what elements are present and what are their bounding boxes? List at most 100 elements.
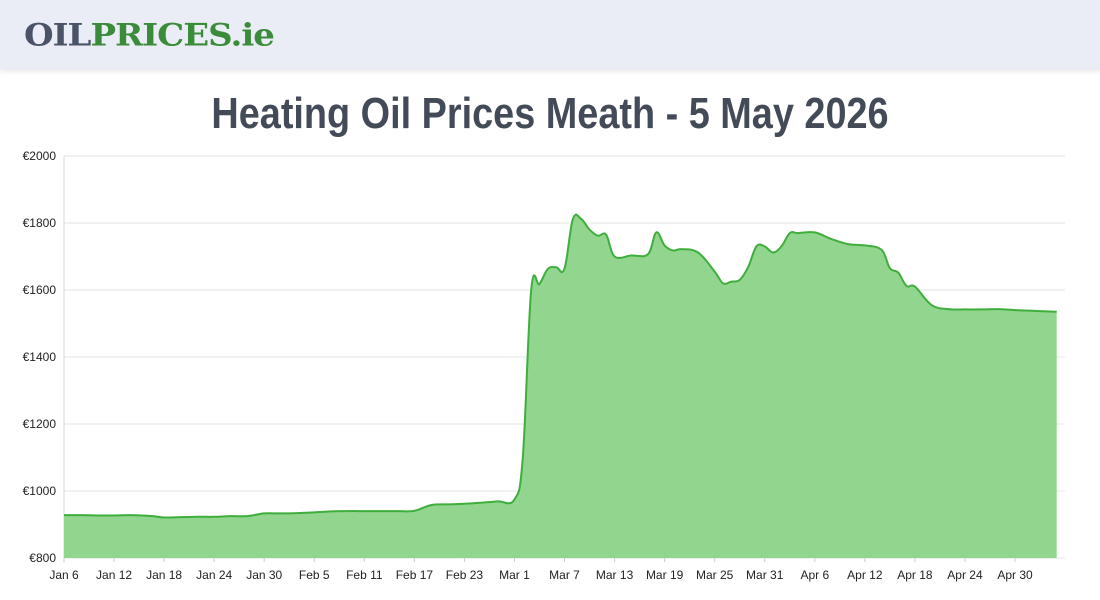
data-point[interactable] (378, 508, 384, 514)
data-point[interactable] (562, 266, 568, 272)
data-point[interactable] (862, 242, 868, 248)
data-point[interactable] (778, 243, 784, 249)
x-tick-label: Feb 17 (396, 568, 434, 582)
data-point[interactable] (144, 513, 150, 519)
data-point[interactable] (979, 306, 985, 312)
x-tick-label: Mar 25 (696, 568, 734, 582)
price-series-line (63, 213, 1057, 519)
data-point[interactable] (211, 514, 217, 520)
logo-part-oil: OIL (24, 16, 91, 54)
x-tick-label: Mar 13 (596, 568, 634, 582)
data-point[interactable] (962, 306, 968, 312)
x-tick-label: Feb 23 (446, 568, 484, 582)
x-tick-label: Mar 19 (646, 568, 684, 582)
data-point[interactable] (845, 241, 851, 247)
data-point[interactable] (712, 269, 718, 275)
y-tick-label: €1600 (23, 283, 57, 297)
y-tick-label: €1200 (23, 417, 57, 431)
data-point[interactable] (445, 501, 451, 507)
data-point[interactable] (662, 242, 668, 248)
x-tick-label: Apr 12 (847, 568, 883, 582)
x-tick-label: Jan 24 (196, 568, 232, 582)
data-point[interactable] (311, 509, 317, 515)
data-point[interactable] (261, 510, 267, 516)
data-point[interactable] (228, 513, 234, 519)
data-point[interactable] (345, 508, 351, 514)
data-point[interactable] (587, 227, 593, 233)
data-point[interactable] (770, 250, 776, 256)
data-point[interactable] (912, 284, 918, 290)
data-point[interactable] (612, 254, 618, 260)
y-tick-label: €2000 (23, 149, 57, 163)
data-point[interactable] (178, 514, 184, 520)
data-point[interactable] (879, 247, 885, 253)
data-point[interactable] (128, 512, 134, 518)
x-tick-label: Jan 6 (49, 568, 79, 582)
data-point[interactable] (995, 306, 1001, 312)
site-header: OILPRICES.ie (0, 0, 1100, 70)
data-point[interactable] (245, 513, 251, 519)
data-point[interactable] (161, 515, 167, 521)
data-point[interactable] (812, 229, 818, 235)
data-point[interactable] (829, 236, 835, 242)
data-point[interactable] (328, 508, 334, 514)
logo-part-ie: .ie (230, 16, 274, 54)
data-point[interactable] (395, 508, 401, 514)
data-point[interactable] (478, 500, 484, 506)
data-point[interactable] (753, 243, 759, 249)
site-logo[interactable]: OILPRICES.ie (24, 15, 275, 55)
data-point[interactable] (528, 287, 534, 293)
data-point[interactable] (887, 265, 893, 271)
data-point[interactable] (670, 248, 676, 254)
data-point[interactable] (628, 253, 634, 259)
data-point[interactable] (428, 502, 434, 508)
data-point[interactable] (578, 216, 584, 222)
data-point[interactable] (678, 246, 684, 252)
data-point[interactable] (153, 514, 159, 520)
data-point[interactable] (61, 512, 67, 518)
data-point[interactable] (929, 302, 935, 308)
data-point[interactable] (520, 455, 526, 461)
data-point[interactable] (762, 243, 768, 249)
data-point[interactable] (603, 232, 609, 238)
data-point[interactable] (512, 496, 518, 502)
data-point[interactable] (495, 498, 501, 504)
data-point[interactable] (1054, 309, 1060, 315)
x-tick-label: Apr 18 (897, 568, 933, 582)
data-point[interactable] (737, 277, 743, 283)
data-point[interactable] (653, 229, 659, 235)
data-point[interactable] (895, 270, 901, 276)
data-point[interactable] (595, 233, 601, 239)
y-tick-label: €1800 (23, 216, 57, 230)
data-point[interactable] (295, 510, 301, 516)
x-tick-label: Mar 1 (499, 568, 530, 582)
data-point[interactable] (553, 264, 559, 270)
data-point[interactable] (695, 250, 701, 256)
data-point[interactable] (904, 283, 910, 289)
data-point[interactable] (278, 510, 284, 516)
x-tick-label: Mar 7 (549, 568, 580, 582)
data-point[interactable] (461, 501, 467, 507)
x-tick-label: Apr 6 (800, 568, 829, 582)
x-tick-label: Mar 31 (746, 568, 784, 582)
data-point[interactable] (94, 513, 100, 519)
data-point[interactable] (545, 266, 551, 272)
data-point[interactable] (195, 514, 201, 520)
data-point[interactable] (1029, 308, 1035, 314)
data-point[interactable] (1012, 307, 1018, 313)
data-point[interactable] (537, 281, 543, 287)
logo-part-prices: PRICES (90, 16, 231, 54)
data-point[interactable] (570, 216, 576, 222)
data-point[interactable] (411, 508, 417, 514)
data-point[interactable] (795, 230, 801, 236)
data-point[interactable] (361, 508, 367, 514)
data-point[interactable] (78, 512, 84, 518)
data-point[interactable] (720, 280, 726, 286)
data-point[interactable] (787, 230, 793, 236)
data-point[interactable] (645, 251, 651, 257)
data-point[interactable] (745, 264, 751, 270)
data-point[interactable] (111, 513, 117, 519)
data-point[interactable] (728, 279, 734, 285)
x-tick-label: Jan 18 (146, 568, 182, 582)
data-point[interactable] (945, 306, 951, 312)
